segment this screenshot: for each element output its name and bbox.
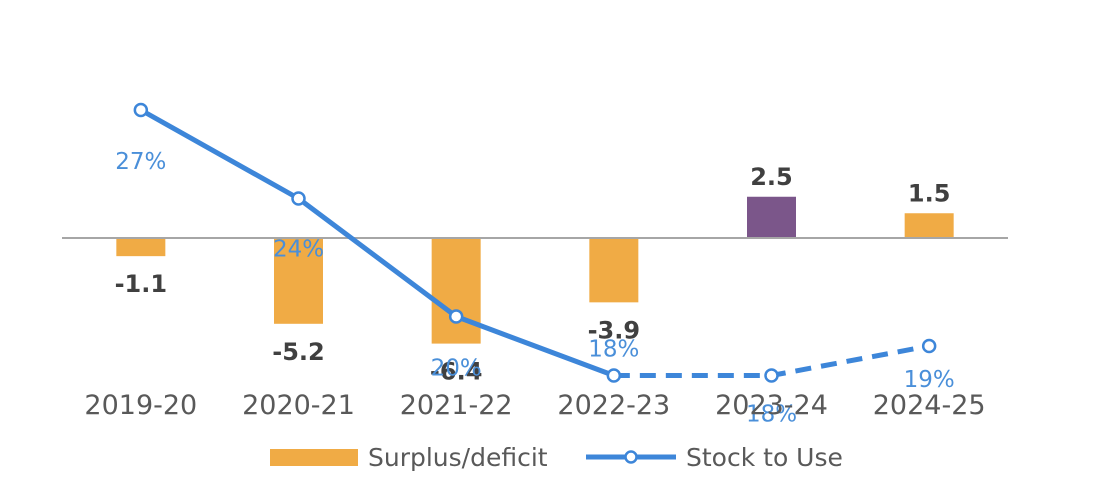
line-value-label: 20% <box>431 356 482 382</box>
legend-line-marker <box>624 450 638 464</box>
bar-2019-20 <box>116 238 166 257</box>
line-value-label: 24% <box>273 237 324 263</box>
line-point-2021-22 <box>448 309 464 324</box>
category-labels-group: 2019-20 2020-21 2021-22 2022-23 2023-24 2024-… <box>84 390 985 421</box>
legend: Surplus/deficit Stock to Use <box>270 443 843 472</box>
line-point-2023-24 <box>764 368 779 383</box>
bar-labels-group: -1.1 -5.2 -6.4 -3.9 2.5 1.5 <box>115 163 951 386</box>
category-label: 2019-20 <box>84 390 197 421</box>
legend-line-label: Stock to Use <box>686 443 843 472</box>
line-series-group <box>133 102 937 383</box>
bars-group <box>116 196 954 344</box>
line-value-label: 19% <box>904 367 955 393</box>
category-label: 2021-22 <box>400 390 513 421</box>
category-label: 2023-24 <box>715 390 828 421</box>
legend-bar-swatch <box>270 449 358 466</box>
line-point-2024-25 <box>921 338 937 354</box>
bar-2022-23 <box>589 238 639 303</box>
line-point-2022-23 <box>606 368 622 383</box>
category-label: 2020-21 <box>242 390 355 421</box>
bar-2020-21 <box>274 238 323 324</box>
bar-value-label: 1.5 <box>908 179 951 207</box>
bar-2024-25 <box>904 213 954 238</box>
line-point-2019-20 <box>133 102 149 118</box>
bar-2021-22 <box>431 238 481 344</box>
line-value-label: 27% <box>115 149 166 175</box>
bar-2023-24 <box>747 196 796 238</box>
bar-value-label: -6.4 <box>430 358 482 386</box>
bar-value-label: -5.2 <box>272 338 324 366</box>
line-point-2020-21 <box>291 191 306 206</box>
line-value-label: 18% <box>746 402 797 428</box>
category-label: 2022-23 <box>557 390 670 421</box>
legend-bar-label: Surplus/deficit <box>368 443 548 472</box>
line-labels-group: 27% 24% 20% 18% 18% 19% <box>115 149 954 428</box>
bar-value-label: -3.9 <box>588 316 640 344</box>
line-value-label: 18% <box>588 337 639 363</box>
bar-value-label: -1.1 <box>115 270 167 298</box>
bar-value-label: 2.5 <box>750 163 793 191</box>
stock-to-use-line-solid <box>139 107 615 378</box>
category-label: 2024-25 <box>873 390 986 421</box>
